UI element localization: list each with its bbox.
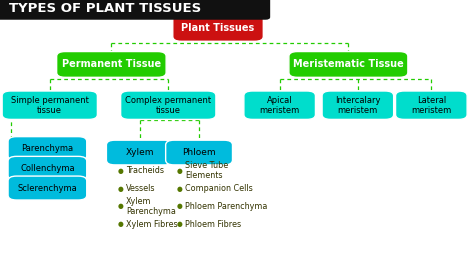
- Text: Companion Cells: Companion Cells: [185, 184, 253, 193]
- FancyBboxPatch shape: [8, 156, 87, 180]
- Text: Complex permanent
tissue: Complex permanent tissue: [125, 95, 211, 115]
- Text: Apical
meristem: Apical meristem: [260, 95, 300, 115]
- Text: ●: ●: [176, 221, 182, 227]
- Text: TYPES OF PLANT TISSUES: TYPES OF PLANT TISSUES: [9, 2, 201, 15]
- Text: ●: ●: [176, 168, 182, 174]
- FancyBboxPatch shape: [120, 91, 216, 119]
- FancyBboxPatch shape: [106, 140, 173, 165]
- FancyBboxPatch shape: [56, 52, 166, 77]
- FancyBboxPatch shape: [322, 91, 393, 119]
- Text: Permanent Tissue: Permanent Tissue: [62, 59, 161, 69]
- Text: Parenchyma: Parenchyma: [21, 144, 73, 153]
- Text: Collenchyma: Collenchyma: [20, 164, 75, 173]
- Text: Tracheids: Tracheids: [126, 166, 164, 175]
- FancyBboxPatch shape: [173, 14, 264, 41]
- Text: Phloem Parenchyma: Phloem Parenchyma: [185, 202, 267, 211]
- Text: Xylem
Parenchyma: Xylem Parenchyma: [126, 197, 176, 216]
- FancyBboxPatch shape: [395, 91, 467, 119]
- Text: Meristematic Tissue: Meristematic Tissue: [293, 59, 404, 69]
- Text: Phloem Fibres: Phloem Fibres: [185, 220, 241, 229]
- Text: ●: ●: [117, 221, 123, 227]
- FancyBboxPatch shape: [289, 52, 408, 77]
- Text: Xylem Fibres: Xylem Fibres: [126, 220, 177, 229]
- Text: ●: ●: [176, 186, 182, 191]
- FancyBboxPatch shape: [8, 137, 87, 160]
- Text: Phloem: Phloem: [182, 148, 216, 157]
- FancyBboxPatch shape: [165, 140, 232, 165]
- FancyBboxPatch shape: [2, 91, 98, 119]
- Text: Plant Tissues: Plant Tissues: [182, 23, 255, 33]
- Text: ●: ●: [117, 204, 123, 209]
- Text: ●: ●: [117, 186, 123, 191]
- FancyBboxPatch shape: [8, 176, 87, 200]
- Text: Lateral
meristem: Lateral meristem: [411, 95, 451, 115]
- Text: Sieve Tube
Elements: Sieve Tube Elements: [185, 161, 228, 180]
- FancyBboxPatch shape: [0, 0, 270, 20]
- Text: Xylem: Xylem: [126, 148, 154, 157]
- Text: Simple permanent
tissue: Simple permanent tissue: [11, 95, 89, 115]
- Text: Vessels: Vessels: [126, 184, 155, 193]
- Text: Sclerenchyma: Sclerenchyma: [18, 184, 77, 193]
- Text: ●: ●: [117, 168, 123, 174]
- Text: Intercalary
meristem: Intercalary meristem: [335, 95, 381, 115]
- Text: ●: ●: [176, 204, 182, 209]
- FancyBboxPatch shape: [244, 91, 316, 119]
